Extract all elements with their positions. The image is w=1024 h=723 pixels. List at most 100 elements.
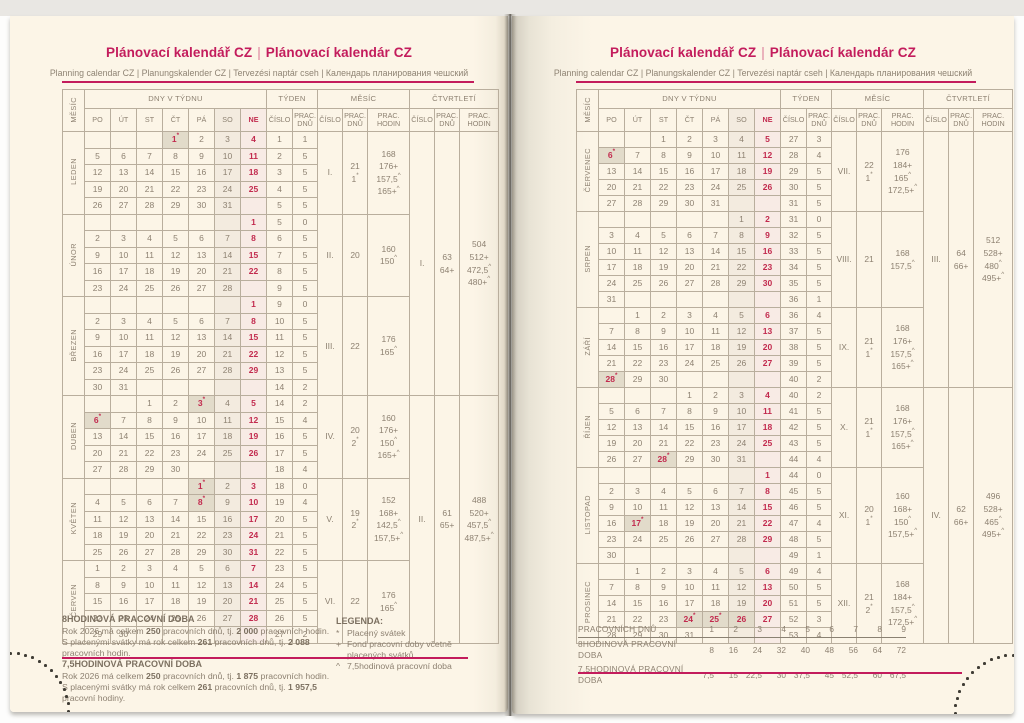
quarter-number-cell: IV. xyxy=(923,387,950,644)
day-number: 19 xyxy=(118,530,129,541)
week-row: 6* 7 8 9 10 11 12 28 4 xyxy=(577,147,1013,164)
day-number: 13 xyxy=(196,249,207,260)
day-cell: 25 xyxy=(239,180,268,198)
day-cell: 15 xyxy=(84,593,111,611)
day-number: 8 xyxy=(95,579,100,590)
month-workhours-line: 168 xyxy=(895,579,910,590)
day-number: 10 xyxy=(222,150,233,161)
week-number-cell: 29 xyxy=(780,163,808,180)
day-cell: 4 xyxy=(136,312,163,330)
day-cell: 31 xyxy=(598,291,625,308)
month-label: BŘEZEN xyxy=(62,296,85,396)
month-label-text: BŘEZEN xyxy=(68,328,78,362)
week-row: 16 17 18 19 20 21 22 8 5 xyxy=(63,263,499,281)
month-workhours-line: 168 xyxy=(895,403,910,414)
quarter-workdays-line: 63 xyxy=(442,251,452,262)
day-cell: 24 xyxy=(624,531,651,548)
day-cell xyxy=(650,387,677,404)
day-number: 7 xyxy=(739,486,744,497)
month-workhours-line: 150^ xyxy=(379,254,398,267)
day-number: 13 xyxy=(92,431,103,442)
day-number: 11 xyxy=(249,150,259,161)
day-number: 3 xyxy=(687,310,692,321)
week-workdays-cell: 2 xyxy=(292,378,319,396)
week-row: 7 8 9 10 11 12 13 50 5 xyxy=(577,579,1013,596)
day-number: 3 xyxy=(121,233,126,244)
table-header: MĚSÍC DNY V TÝDNU TÝDEN MĚSÍC ČTVRTLETÍ PO ÚT S… xyxy=(576,89,1014,132)
day-number: 18 xyxy=(222,431,233,442)
month-workdays-cell: 21 1* xyxy=(856,387,883,468)
day-cell xyxy=(728,371,755,388)
day-cell xyxy=(110,296,137,314)
week-workdays-cell: 5 xyxy=(292,279,319,297)
day-number: 2 xyxy=(199,134,204,145)
month-workdays-header: PRAC. DNŮ xyxy=(856,108,883,132)
day-cell: 1 xyxy=(239,296,268,314)
week-workdays-header: PRAC. DNŮ xyxy=(292,108,319,132)
month-workdays-cell: 21 1* xyxy=(342,131,369,215)
day-cell: 19 xyxy=(728,595,755,612)
month-workhours-cell: 152 168+ 142,5^ 157,5+^ xyxy=(367,477,411,561)
week-row: ŘÍJEN 1 2 3 4 40 2 X. 21 1* 168 176+ 157,5^ 165+^ IV. 6… xyxy=(576,387,1014,644)
day-number: 9 xyxy=(225,497,230,508)
day-cell: 4 xyxy=(650,483,677,500)
day-cell xyxy=(702,211,729,228)
day-number: 27 xyxy=(222,612,233,623)
day-number: 7 xyxy=(661,406,666,417)
perforation-dot xyxy=(38,660,41,663)
day-cell: 21 xyxy=(162,527,189,545)
day-cell: 8 xyxy=(239,230,268,248)
day-number: 19 xyxy=(606,438,617,449)
day-cell xyxy=(650,547,677,564)
quarter-workhours-cell: 504 512+ 472,5^ 480+^ xyxy=(459,131,500,396)
day-cell: 21 xyxy=(728,515,755,532)
day-cell: 23 xyxy=(84,279,111,297)
day-cell xyxy=(162,213,189,231)
day-number: 27 xyxy=(684,278,695,289)
day-cell: 28 xyxy=(214,362,241,380)
day-number: 31 xyxy=(222,200,233,211)
day-cell: 2 xyxy=(676,131,703,148)
day-number: 10 xyxy=(684,326,695,337)
day-number: 13 xyxy=(118,167,129,178)
day-cell xyxy=(753,195,782,212)
day-number: 21 xyxy=(606,614,617,625)
day-number: 22 xyxy=(248,266,259,277)
day-cell: 12 xyxy=(676,499,703,516)
day-header-pá: PÁ xyxy=(188,108,215,132)
day-number: 31 xyxy=(606,294,617,305)
day-number: 1 xyxy=(635,310,640,321)
day-cell: 2 xyxy=(162,395,189,413)
day-cell: 30 xyxy=(110,626,137,644)
week-number-cell: 40 xyxy=(780,387,808,404)
day-cell xyxy=(162,378,189,396)
month-number-header: ČÍSLO xyxy=(831,108,858,132)
day-number: 11 xyxy=(737,150,746,161)
quarter-workhours-header: PRAC. HODIN xyxy=(973,108,1014,132)
day-number: 22 xyxy=(170,183,181,194)
day-number: 8 xyxy=(687,406,692,417)
week-number-cell: 33 xyxy=(780,243,808,260)
day-cell: 6 xyxy=(676,227,703,244)
quarter-workhours-line: 504 xyxy=(471,239,487,250)
quarter-workdays-line: 61 xyxy=(442,507,452,518)
day-cell: 6 xyxy=(136,494,163,512)
day-number: 1* xyxy=(197,478,206,491)
week-row: 19 20 21 22 23 24 25 4 5 xyxy=(63,180,499,198)
day-number: 8 xyxy=(661,150,666,161)
day-cell: 24 xyxy=(676,355,703,372)
day-cell: 22 xyxy=(188,527,215,545)
day-number: 22 xyxy=(762,518,773,529)
day-cell: 10 xyxy=(598,243,625,260)
col-group-quarter: ČTVRTLETÍ xyxy=(923,89,1014,109)
day-cell xyxy=(650,291,677,308)
quarter-workdays-cell: 64 66+ xyxy=(948,131,975,388)
day-cell: 24 xyxy=(728,435,755,452)
day-cell: 18 xyxy=(239,164,268,182)
week-row: 12 13 14 15 16 17 18 42 5 xyxy=(577,419,1013,436)
day-number: 9 xyxy=(95,332,100,343)
day-header-so: SO xyxy=(214,108,241,132)
day-number: 25 xyxy=(144,365,155,376)
week-number-cell: 23 xyxy=(266,560,294,578)
